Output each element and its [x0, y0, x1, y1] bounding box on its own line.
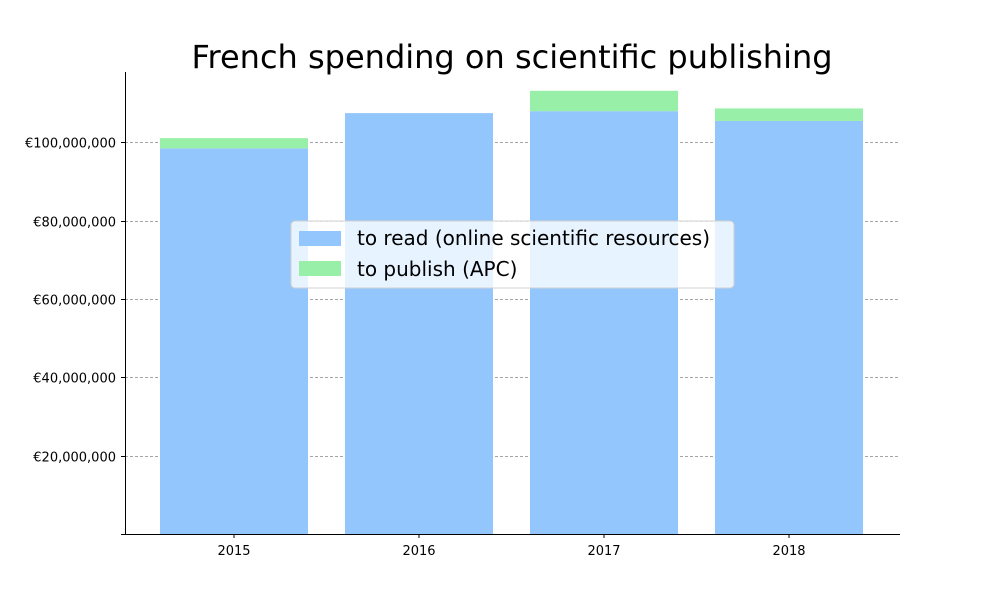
x-tick-label: 2016: [402, 544, 435, 559]
legend: to read (online scientific resources) to…: [290, 220, 735, 289]
legend-label-to-read: to read (online scientific resources): [357, 226, 710, 250]
x-tick-label: 2015: [217, 544, 250, 559]
y-tick-label: €40,000,000: [33, 372, 116, 387]
axes: [125, 72, 900, 535]
legend-box: [290, 220, 735, 289]
bar-2018-to-publish: [715, 108, 863, 121]
legend-label-to-publish: to publish (APC): [357, 257, 517, 281]
legend-swatch-to-read: [299, 231, 341, 246]
legend-swatch-to-publish: [299, 261, 341, 276]
bar-2017-to-read: [530, 111, 678, 535]
bar-2016-to-read: [345, 113, 493, 534]
x-tick-label: 2017: [587, 544, 620, 559]
y-tick-label: €80,000,000: [33, 216, 116, 231]
x-ticks: 2015 2016 2017 2018: [217, 534, 806, 559]
bars: [160, 90, 863, 535]
y-tick-label: €20,000,000: [33, 451, 116, 466]
chart-title: French spending on scientific publishing: [191, 38, 832, 76]
y-ticks: €20,000,000 €40,000,000 €60,000,000 €80,000…: [25, 137, 125, 535]
bar-2015-to-read: [160, 148, 308, 534]
bar-2015-to-publish: [160, 138, 308, 149]
x-tick-label: 2018: [772, 544, 805, 559]
bar-2018-to-read: [715, 120, 863, 535]
y-tick-label: €60,000,000: [33, 294, 116, 309]
y-tick-label: €100,000,000: [25, 137, 116, 152]
bar-2017-to-publish: [530, 90, 678, 112]
